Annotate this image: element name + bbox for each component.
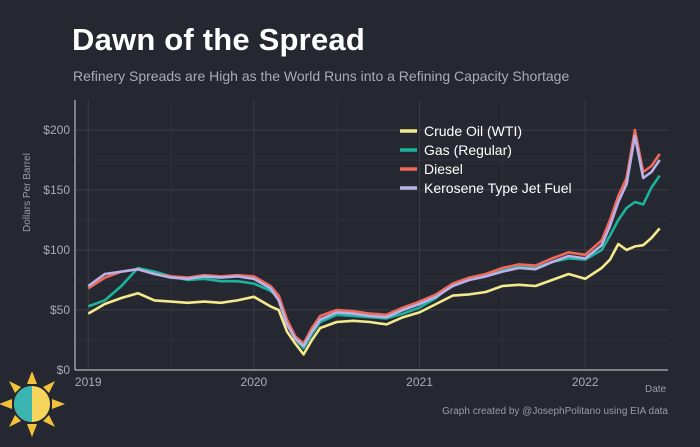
legend-label: Kerosene Type Jet Fuel <box>424 180 572 196</box>
series-line-3 <box>87 134 661 348</box>
y-axis-label: Dollars Per Barrel <box>22 153 33 232</box>
y-tick-label: $100 <box>43 243 70 257</box>
chart-title: Dawn of the Spread <box>72 22 365 57</box>
x-tick-label: 2019 <box>75 375 102 389</box>
y-tick-label: $0 <box>57 363 71 377</box>
y-tick-label: $150 <box>43 183 70 197</box>
legend-label: Crude Oil (WTI) <box>424 123 522 139</box>
legend-label: Diesel <box>424 161 463 177</box>
series-line-2 <box>87 128 661 345</box>
series-line-0 <box>87 227 661 356</box>
x-axis-label: Date <box>645 384 667 395</box>
x-tick-label: 2020 <box>241 375 268 389</box>
sun-logo-icon <box>0 372 65 437</box>
y-tick-label: $50 <box>50 303 70 317</box>
chart-subtitle: Refinery Spreads are High as the World R… <box>73 68 570 84</box>
x-tick-label: 2022 <box>572 375 599 389</box>
source-caption: Graph created by @JosephPolitano using E… <box>442 406 668 417</box>
y-tick-label: $200 <box>43 123 70 137</box>
x-tick-label: 2021 <box>406 375 433 389</box>
legend-label: Gas (Regular) <box>424 142 512 158</box>
